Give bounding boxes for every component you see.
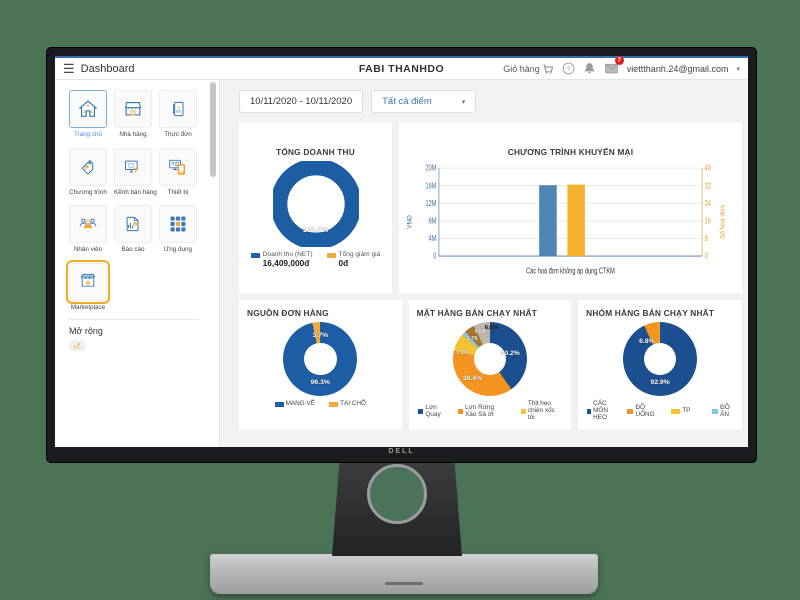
svg-text:0: 0 xyxy=(705,253,708,261)
svg-text:16: 16 xyxy=(705,218,711,226)
svg-text:16M: 16M xyxy=(425,183,436,191)
svg-text:8M: 8M xyxy=(429,218,437,226)
svg-text:32: 32 xyxy=(705,183,711,191)
svg-text:8: 8 xyxy=(705,235,708,243)
svg-text:Các hoá đơn không áp dụng CTKM: Các hoá đơn không áp dụng CTKM xyxy=(526,268,615,276)
svg-text:24: 24 xyxy=(705,200,711,208)
svg-text:?: ? xyxy=(567,67,571,73)
svg-text:0: 0 xyxy=(433,253,436,261)
svg-text:12M: 12M xyxy=(425,200,436,208)
svg-text:40: 40 xyxy=(705,165,711,173)
svg-text:4M: 4M xyxy=(429,235,437,243)
svg-text:20M: 20M xyxy=(425,165,436,173)
